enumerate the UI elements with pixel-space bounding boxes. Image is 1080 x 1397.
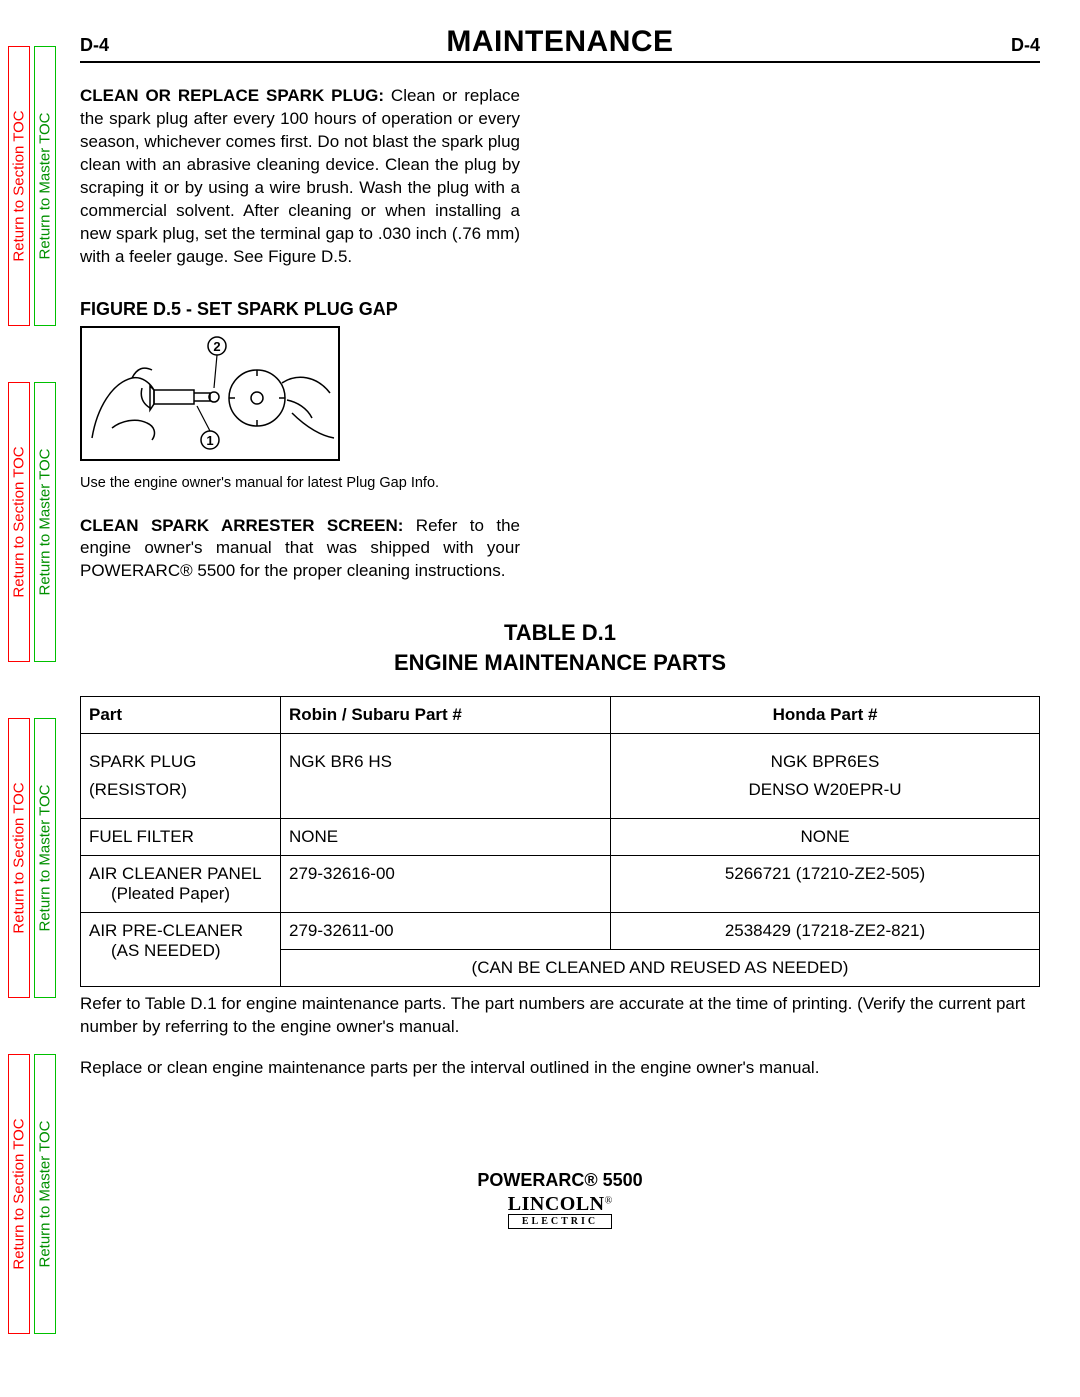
table-row: AIR CLEANER PANEL (Pleated Paper) 279-32… — [81, 855, 1040, 912]
page-header: D-4 MAINTENANCE D-4 — [80, 25, 1040, 63]
table-row: SPARK PLUG (RESISTOR) NGK BR6 HS NGK BPR… — [81, 733, 1040, 818]
para-lead: CLEAN OR REPLACE SPARK PLUG: — [80, 86, 384, 105]
tab-label: Return to Master TOC — [37, 1121, 54, 1268]
table-title-line1: TABLE D.1 — [80, 618, 1040, 648]
figure-title: FIGURE D.5 - SET SPARK PLUG GAP — [80, 299, 520, 320]
cell-part: AIR CLEANER PANEL (Pleated Paper) — [81, 855, 281, 912]
cell-robin: NGK BR6 HS — [281, 733, 611, 818]
cell-text: NGK BPR6ES — [619, 752, 1031, 772]
tab-label: Return to Master TOC — [37, 113, 54, 260]
tab-label: Return to Section TOC — [11, 782, 28, 933]
spark-plug-illustration: 2 1 — [82, 328, 340, 461]
figure-d5: 2 1 — [80, 326, 340, 461]
footer-model: POWERARC® 5500 — [80, 1170, 1040, 1191]
paragraph-spark-arrester: CLEAN SPARK ARRESTER SCREEN: Refer to th… — [80, 515, 520, 584]
master-toc-tab[interactable]: Return to Master TOC — [34, 1054, 56, 1334]
cell-text: AIR CLEANER PANEL — [89, 864, 272, 884]
header-page-right: D-4 — [1011, 35, 1040, 56]
cell-honda: 2538429 (17218-ZE2-821) — [611, 912, 1040, 949]
header-title: MAINTENANCE — [446, 25, 673, 59]
cell-part: AIR PRE-CLEANER (AS NEEDED) — [81, 912, 281, 986]
page-content: D-4 MAINTENANCE D-4 CLEAN OR REPLACE SPA… — [80, 25, 1040, 1229]
cell-text: DENSO W20EPR-U — [619, 780, 1031, 800]
footnote-1: Refer to Table D.1 for engine maintenanc… — [80, 993, 1040, 1039]
table-header-row: Part Robin / Subaru Part # Honda Part # — [81, 696, 1040, 733]
cell-robin: 279-32616-00 — [281, 855, 611, 912]
cell-span-note: (CAN BE CLEANED AND REUSED AS NEEDED) — [281, 949, 1040, 986]
reg-mark: ® — [605, 1195, 613, 1206]
footer-sub: ELECTRIC — [508, 1214, 612, 1229]
master-toc-tab[interactable]: Return to Master TOC — [34, 718, 56, 998]
section-toc-tab[interactable]: Return to Section TOC — [8, 46, 30, 326]
cell-honda: NGK BPR6ES DENSO W20EPR-U — [611, 733, 1040, 818]
tab-label: Return to Section TOC — [11, 1118, 28, 1269]
parts-table: Part Robin / Subaru Part # Honda Part # … — [80, 696, 1040, 987]
para2-lead: CLEAN SPARK ARRESTER SCREEN: — [80, 516, 403, 535]
lincoln-logo: LINCOLN® ELECTRIC — [508, 1193, 612, 1229]
section-toc-tab[interactable]: Return to Section TOC — [8, 718, 30, 998]
tab-label: Return to Master TOC — [37, 449, 54, 596]
table-row: AIR PRE-CLEANER (AS NEEDED) 279-32611-00… — [81, 912, 1040, 949]
cell-text: SPARK PLUG — [89, 752, 272, 772]
cell-text: NGK BR6 HS — [289, 752, 602, 772]
master-toc-tab[interactable]: Return to Master TOC — [34, 46, 56, 326]
cell-robin: 279-32611-00 — [281, 912, 611, 949]
section-toc-tab[interactable]: Return to Section TOC — [8, 1054, 30, 1334]
cell-robin: NONE — [281, 818, 611, 855]
footer-brand: LINCOLN — [508, 1193, 605, 1215]
table-title-line2: ENGINE MAINTENANCE PARTS — [80, 648, 1040, 678]
figure-caption: Use the engine owner's manual for latest… — [80, 475, 520, 491]
table-row: FUEL FILTER NONE NONE — [81, 818, 1040, 855]
cell-part: FUEL FILTER — [81, 818, 281, 855]
page-footer: POWERARC® 5500 LINCOLN® ELECTRIC — [80, 1170, 1040, 1229]
cell-text: (Pleated Paper) — [89, 884, 272, 904]
callout-2: 2 — [213, 339, 220, 354]
para-text: Clean or replace the spark plug after ev… — [80, 86, 520, 266]
paragraph-clean-replace-plug: CLEAN OR REPLACE SPARK PLUG: Clean or re… — [80, 85, 520, 269]
section-toc-tab[interactable]: Return to Section TOC — [8, 382, 30, 662]
cell-text: (AS NEEDED) — [89, 941, 272, 961]
th-honda: Honda Part # — [611, 696, 1040, 733]
footnote-2: Replace or clean engine maintenance part… — [80, 1057, 1040, 1080]
cell-honda: NONE — [611, 818, 1040, 855]
side-tabs: Return to Section TOC Return to Master TO… — [0, 0, 60, 1397]
cell-honda: 5266721 (17210-ZE2-505) — [611, 855, 1040, 912]
cell-text: AIR PRE-CLEANER — [89, 921, 272, 941]
tab-label: Return to Section TOC — [11, 110, 28, 261]
master-toc-tab[interactable]: Return to Master TOC — [34, 382, 56, 662]
tab-label: Return to Section TOC — [11, 446, 28, 597]
cell-text: (RESISTOR) — [89, 780, 272, 800]
table-title: TABLE D.1 ENGINE MAINTENANCE PARTS — [80, 618, 1040, 677]
cell-part: SPARK PLUG (RESISTOR) — [81, 733, 281, 818]
tab-label: Return to Master TOC — [37, 785, 54, 932]
header-page-left: D-4 — [80, 35, 109, 56]
body-column: CLEAN OR REPLACE SPARK PLUG: Clean or re… — [80, 85, 520, 583]
th-part: Part — [81, 696, 281, 733]
th-robin: Robin / Subaru Part # — [281, 696, 611, 733]
callout-1: 1 — [206, 433, 213, 448]
